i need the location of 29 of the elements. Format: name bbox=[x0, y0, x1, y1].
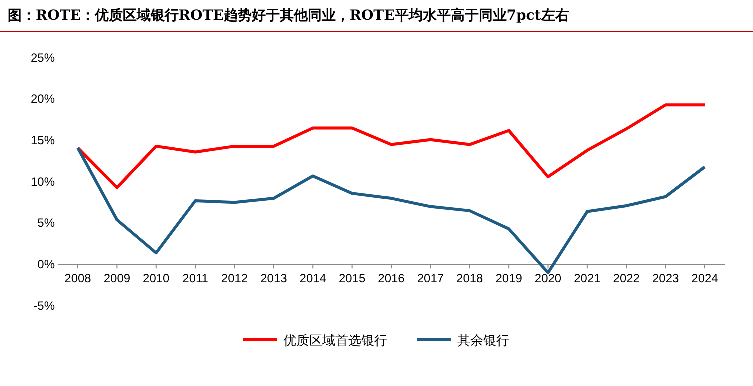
x-tick-label: 2019 bbox=[496, 271, 523, 286]
x-tick-label: 2010 bbox=[143, 271, 170, 286]
x-tick-label: 2015 bbox=[338, 271, 366, 286]
y-tick-label: 25% bbox=[30, 50, 56, 65]
y-tick-label: -5% bbox=[34, 298, 56, 313]
x-tick-label: 2024 bbox=[692, 271, 719, 286]
y-tick-label: 5% bbox=[38, 216, 56, 230]
x-tick-label: 2022 bbox=[613, 271, 640, 286]
x-tick-label: 2009 bbox=[104, 271, 131, 286]
x-tick-label: 2020 bbox=[534, 271, 562, 286]
x-tick-label: 2014 bbox=[300, 271, 327, 286]
x-tick-label: 2017 bbox=[417, 271, 444, 286]
legend-label: 其余银行 bbox=[458, 334, 510, 349]
x-tick-label: 2013 bbox=[260, 271, 288, 286]
x-tick-label: 2021 bbox=[574, 271, 602, 286]
x-tick-label: 2011 bbox=[182, 271, 209, 286]
legend-label: 优质区域首选银行 bbox=[284, 334, 388, 349]
line-series bbox=[76, 146, 706, 274]
x-tick-label: 2008 bbox=[64, 271, 92, 286]
y-tick-label: 15% bbox=[30, 134, 56, 148]
x-tick-label: 2018 bbox=[456, 271, 484, 286]
x-tick-label: 2016 bbox=[378, 271, 406, 286]
x-tick-label: 2023 bbox=[652, 271, 680, 286]
y-tick-label: 0% bbox=[38, 258, 56, 272]
chart-title: 图：ROTE：优质区域银行ROTE趋势好于其他同业，ROTE平均水平高于同业7pct左右 bbox=[8, 7, 570, 24]
line-series bbox=[76, 104, 706, 190]
y-tick-label: 20% bbox=[30, 92, 56, 106]
x-tick-label: 2012 bbox=[221, 271, 248, 286]
y-tick-label: 10% bbox=[30, 174, 56, 189]
